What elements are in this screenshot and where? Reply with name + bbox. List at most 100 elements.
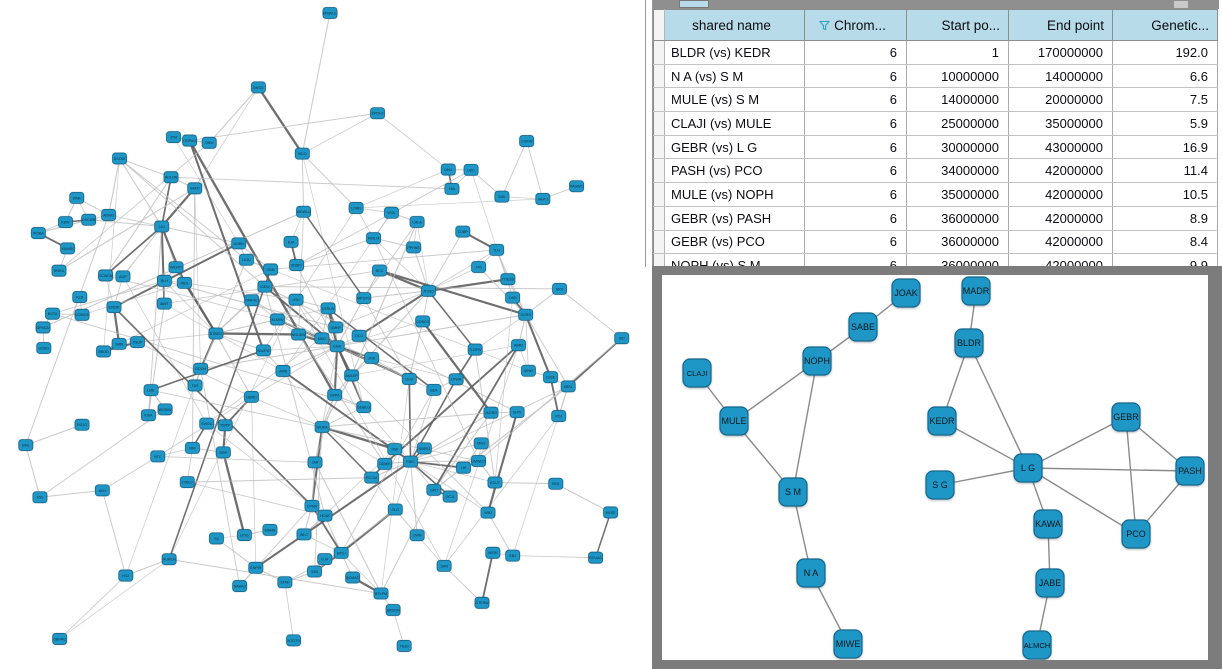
network-node[interactable]: KLD bbox=[72, 291, 88, 303]
subnetwork-edge-LG-PCO[interactable] bbox=[1027, 467, 1137, 535]
cell-shared-name[interactable]: GEBR (vs) PCO bbox=[664, 230, 805, 255]
network-edge[interactable] bbox=[284, 582, 294, 641]
table-row[interactable]: GEBR (vs) L G 6 30000000 43000000 16.9 bbox=[653, 135, 1218, 160]
network-edge[interactable] bbox=[380, 489, 435, 594]
network-edge[interactable] bbox=[59, 575, 127, 640]
network-node[interactable]: OOPAO bbox=[182, 134, 197, 147]
network-edge[interactable] bbox=[340, 552, 382, 594]
network-node[interactable]: SHTI bbox=[509, 406, 525, 419]
network-edge[interactable] bbox=[160, 177, 172, 227]
network-node[interactable]: MLRE bbox=[603, 506, 619, 519]
network-edge[interactable] bbox=[103, 158, 120, 352]
network-edge[interactable] bbox=[410, 461, 489, 513]
cell-start-position[interactable]: 35000000 bbox=[906, 182, 1009, 207]
network-edge[interactable] bbox=[335, 290, 429, 328]
network-edge[interactable] bbox=[39, 489, 103, 498]
network-node[interactable]: LPWR bbox=[448, 373, 464, 386]
network-node[interactable]: ENPIR bbox=[248, 561, 264, 574]
network-edge[interactable] bbox=[194, 188, 202, 369]
network-node[interactable]: EKERI bbox=[106, 301, 122, 313]
network-edge[interactable] bbox=[324, 515, 342, 554]
table-row[interactable]: N A (vs) S M 6 10000000 14000000 6.6 bbox=[653, 64, 1218, 89]
network-node[interactable]: PAUWC bbox=[569, 180, 585, 193]
network-node[interactable]: MSWLE bbox=[322, 7, 338, 19]
network-node[interactable]: KLMIW bbox=[270, 313, 285, 326]
network-edge[interactable] bbox=[421, 320, 492, 414]
cell-start-position[interactable]: 34000000 bbox=[906, 158, 1009, 184]
network-node[interactable]: JTM bbox=[166, 131, 181, 144]
network-edge[interactable] bbox=[301, 153, 357, 209]
network-edge[interactable] bbox=[356, 198, 543, 209]
network-node[interactable]: CALA bbox=[409, 216, 425, 228]
network-edge[interactable] bbox=[206, 423, 313, 507]
network-node[interactable]: MANN bbox=[262, 523, 278, 536]
subnet-node-LG[interactable]: L G bbox=[1013, 453, 1043, 483]
network-edge[interactable] bbox=[408, 378, 412, 462]
network-edge[interactable] bbox=[296, 169, 472, 266]
network-node[interactable]: JWL bbox=[32, 491, 48, 504]
network-node[interactable]: DSCWB bbox=[81, 213, 97, 226]
network-edge[interactable] bbox=[478, 266, 527, 316]
network-node[interactable]: LHI bbox=[456, 461, 471, 474]
network-edge[interactable] bbox=[371, 357, 457, 380]
network-edge[interactable] bbox=[474, 314, 526, 350]
network-edge[interactable] bbox=[525, 314, 529, 371]
subnetwork-edge-LG-PASH[interactable] bbox=[1027, 467, 1191, 472]
network-edge[interactable] bbox=[443, 565, 483, 604]
network-edge[interactable] bbox=[81, 282, 185, 316]
network-node[interactable]: SRDGN bbox=[385, 604, 401, 616]
network-node[interactable]: ECUT bbox=[487, 476, 503, 489]
network-edge[interactable] bbox=[113, 306, 313, 507]
network-node[interactable]: WOL bbox=[384, 206, 399, 219]
network-node[interactable]: TAS bbox=[187, 379, 203, 392]
cell-chromosome[interactable]: 6 bbox=[804, 135, 907, 160]
network-edge[interactable] bbox=[200, 368, 241, 587]
network-node[interactable]: OBHRC bbox=[52, 633, 68, 645]
network-node[interactable]: PSUP bbox=[130, 336, 145, 349]
subnet-node-GEBR[interactable]: GEBR bbox=[1111, 402, 1141, 432]
network-node[interactable]: IOEW bbox=[257, 280, 273, 293]
network-node[interactable]: HURCH bbox=[161, 553, 177, 566]
subnet-node-KAWA[interactable]: KAWA bbox=[1033, 509, 1063, 539]
network-node[interactable]: HIGLM bbox=[366, 232, 381, 245]
network-node[interactable]: WBJ bbox=[480, 506, 496, 519]
network-node[interactable]: HCAK bbox=[317, 509, 333, 522]
network-edge[interactable] bbox=[321, 375, 353, 428]
network-node[interactable]: SAKD bbox=[187, 182, 203, 195]
network-node[interactable]: JKDRD bbox=[483, 406, 499, 419]
network-edge[interactable] bbox=[255, 460, 412, 569]
network-edge[interactable] bbox=[125, 368, 201, 576]
network-node[interactable]: HMI bbox=[387, 443, 403, 456]
cell-end-point[interactable]: 43000000 bbox=[1008, 135, 1113, 160]
network-node[interactable]: NOUKW bbox=[291, 328, 306, 341]
network-node[interactable]: AOP bbox=[115, 270, 131, 283]
network-edge[interactable] bbox=[119, 158, 163, 227]
network-edge[interactable] bbox=[164, 303, 217, 334]
network-edge[interactable] bbox=[295, 299, 338, 347]
network-node[interactable]: UTRLW bbox=[320, 302, 336, 315]
network-edge[interactable] bbox=[187, 481, 326, 517]
network-edge[interactable] bbox=[59, 558, 170, 640]
network-edge[interactable] bbox=[215, 333, 284, 372]
network-node[interactable]: ODMIK bbox=[377, 457, 393, 470]
network-node[interactable]: WEHPI bbox=[168, 261, 184, 274]
network-edge[interactable] bbox=[122, 226, 163, 277]
network-node[interactable]: NIOKA bbox=[314, 421, 330, 433]
network-edge[interactable] bbox=[428, 249, 497, 292]
network-node[interactable]: POJ bbox=[551, 410, 567, 422]
network-edge[interactable] bbox=[559, 288, 622, 339]
network-edge[interactable] bbox=[105, 275, 278, 320]
subnet-node-MIWE[interactable]: MIWE bbox=[833, 629, 863, 659]
network-node[interactable]: UGBH bbox=[231, 237, 247, 250]
cell-end-point[interactable]: 14000000 bbox=[1008, 64, 1113, 89]
network-node[interactable]: TLDPW bbox=[467, 343, 483, 356]
network-edge[interactable] bbox=[302, 211, 365, 299]
network-node[interactable]: UDC bbox=[463, 164, 479, 176]
network-edge[interactable] bbox=[222, 452, 246, 536]
network-node[interactable]: NNJPD bbox=[256, 344, 271, 357]
network-edge[interactable] bbox=[108, 214, 162, 227]
network-node[interactable]: KISA bbox=[141, 409, 156, 422]
network-edge[interactable] bbox=[526, 140, 544, 200]
cell-genetic-distance[interactable]: 11.4 bbox=[1112, 158, 1218, 184]
network-node[interactable]: EBJ bbox=[505, 549, 521, 562]
